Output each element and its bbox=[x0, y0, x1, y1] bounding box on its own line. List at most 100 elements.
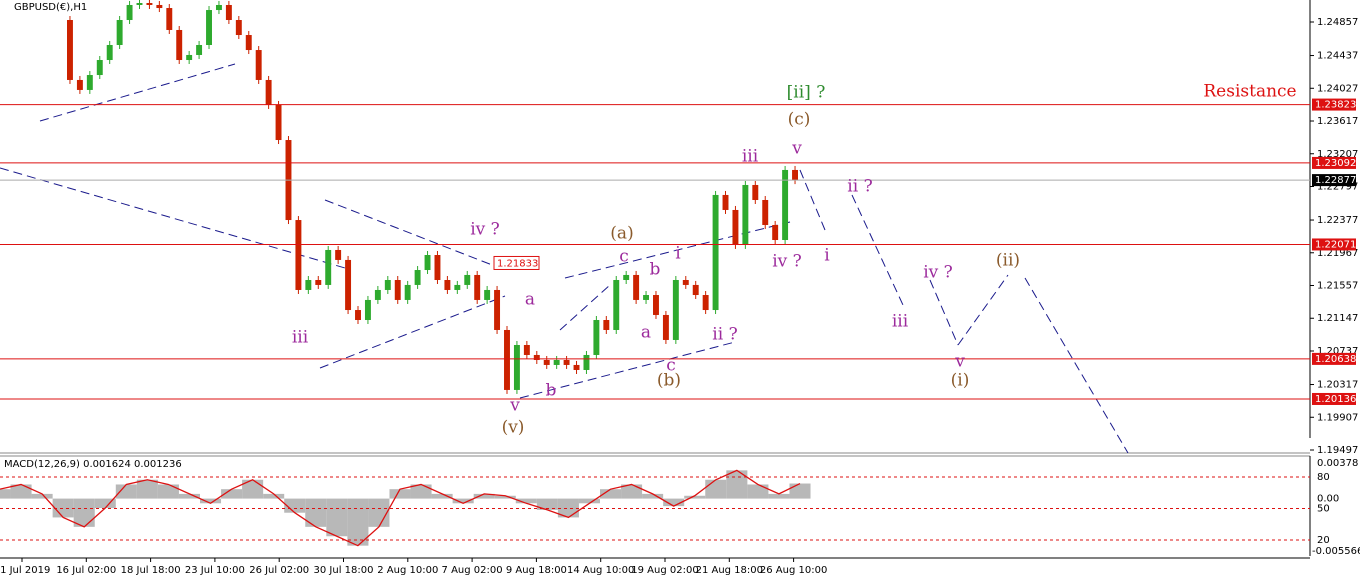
candle-body bbox=[434, 255, 441, 280]
level-label-bg bbox=[1312, 392, 1356, 405]
candle-body bbox=[136, 2, 143, 5]
macd-header: MACD(12,26,9) 0.001624 0.001236 bbox=[4, 459, 182, 470]
wave-label: b bbox=[650, 260, 661, 280]
price-tick-label: 1.24437 bbox=[1317, 51, 1358, 62]
candle-body bbox=[583, 354, 590, 370]
price-tick-label: 1.19907 bbox=[1317, 412, 1358, 423]
level-label-bg bbox=[1312, 156, 1356, 169]
wave-label: iii bbox=[292, 328, 309, 348]
candle-body bbox=[603, 320, 610, 330]
candle-body bbox=[374, 289, 381, 300]
wave-label: (i) bbox=[951, 371, 970, 391]
macd-bar bbox=[536, 498, 558, 510]
current-price-label: 1.22877 bbox=[1315, 175, 1356, 186]
candle-body bbox=[295, 220, 302, 290]
macd-bar bbox=[789, 483, 811, 499]
candle-body bbox=[633, 274, 640, 300]
price-tick-label: 1.21557 bbox=[1317, 281, 1358, 292]
candle-body bbox=[96, 60, 103, 76]
macd-bar bbox=[136, 479, 158, 499]
candle-body bbox=[196, 44, 203, 55]
macd-bar bbox=[389, 489, 411, 499]
candle-body bbox=[613, 279, 620, 330]
candle-body bbox=[176, 29, 183, 61]
time-tick-label: 18 Jul 18:00 bbox=[121, 565, 181, 576]
wave-label: v bbox=[791, 139, 802, 159]
candle-body bbox=[494, 289, 501, 330]
price-tick-label: 1.22797 bbox=[1317, 181, 1358, 192]
candle-body bbox=[186, 54, 193, 61]
level-label-bg bbox=[1312, 352, 1356, 365]
wave-label: v bbox=[509, 396, 520, 416]
macd-bar bbox=[726, 470, 748, 499]
wave-label: iv ? bbox=[470, 220, 500, 240]
candle-body bbox=[225, 4, 232, 21]
time-tick-label: 7 Aug 02:00 bbox=[442, 565, 503, 576]
macd-bar bbox=[263, 493, 285, 499]
time-tick-label: 14 Aug 10:00 bbox=[567, 565, 634, 576]
candle-body bbox=[255, 50, 262, 80]
time-tick-label: 21 Aug 18:00 bbox=[696, 565, 763, 576]
time-tick-label: 16 Jul 02:00 bbox=[56, 565, 116, 576]
candle-body bbox=[126, 4, 133, 21]
macd-bar bbox=[515, 498, 537, 504]
wave-label: iv ? bbox=[772, 252, 802, 272]
candle-body bbox=[404, 284, 411, 300]
macd-bar bbox=[494, 495, 516, 499]
macd-bar bbox=[578, 498, 600, 504]
price-tick-label: 1.20317 bbox=[1317, 380, 1358, 391]
candle-body bbox=[424, 255, 431, 271]
macd-signal-line bbox=[0, 469, 801, 547]
macd-bar bbox=[705, 479, 727, 499]
candle-body bbox=[116, 20, 123, 45]
wave-label: a bbox=[641, 323, 651, 343]
candle-body bbox=[106, 44, 113, 61]
time-tick-label: 2 Aug 10:00 bbox=[377, 565, 438, 576]
macd-bar bbox=[157, 484, 179, 499]
price-tick-label: 1.24857 bbox=[1317, 17, 1358, 28]
macd-level-label: 20 bbox=[1317, 535, 1330, 546]
wave-label: i bbox=[824, 246, 830, 266]
time-tick-label: 9 Aug 18:00 bbox=[506, 565, 567, 576]
time-tick-label: 30 Jul 18:00 bbox=[314, 565, 374, 576]
macd-bar bbox=[663, 498, 685, 507]
candle-body bbox=[315, 279, 322, 285]
macd-pane bbox=[0, 469, 811, 547]
macd-bottom-label: -0.005566 bbox=[1312, 546, 1360, 557]
candle-body bbox=[305, 279, 312, 290]
wave-label: v bbox=[954, 352, 965, 372]
macd-bar bbox=[347, 498, 369, 546]
candle-body bbox=[394, 279, 401, 300]
candle-body bbox=[215, 4, 222, 11]
candle-body bbox=[235, 20, 242, 36]
candle-body bbox=[563, 360, 570, 365]
macd-bar bbox=[768, 493, 790, 499]
price-tick-label: 1.23617 bbox=[1317, 116, 1358, 127]
trendlines bbox=[0, 63, 1129, 453]
level-label: 1.23823 bbox=[1315, 100, 1356, 111]
macd-bar bbox=[94, 498, 116, 509]
candle-body bbox=[444, 279, 451, 290]
candle-body bbox=[345, 259, 352, 311]
macd-bar bbox=[242, 479, 264, 499]
wave-label: iii bbox=[742, 147, 759, 167]
macd-bar bbox=[200, 498, 222, 504]
macd-zero-label: 0.00 bbox=[1317, 494, 1339, 505]
symbol-header: GBPUSD(€),H1 bbox=[14, 2, 87, 13]
macd-level-label: 50 bbox=[1317, 504, 1330, 515]
candle-body bbox=[76, 79, 83, 90]
current-price-bg bbox=[1312, 174, 1356, 187]
macd-bar bbox=[115, 484, 137, 499]
candle-body bbox=[682, 279, 689, 285]
candle-body bbox=[782, 169, 789, 240]
level-label: 1.23092 bbox=[1315, 158, 1356, 169]
candle-body bbox=[722, 194, 729, 210]
candle-body bbox=[533, 354, 540, 361]
wave-label: (ii) bbox=[996, 251, 1020, 271]
macd-bar bbox=[410, 484, 432, 499]
macd-bar bbox=[305, 498, 327, 527]
wave-label: [ii] ? bbox=[787, 83, 826, 103]
candle-body bbox=[146, 2, 153, 5]
